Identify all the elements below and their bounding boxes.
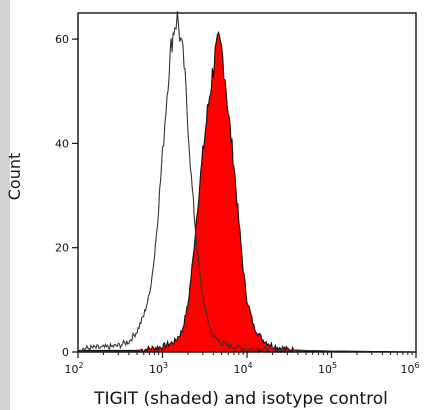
x-tick-label: 105: [318, 361, 337, 376]
isotype-control-histogram: [78, 11, 416, 354]
x-tick-label: 103: [149, 361, 168, 376]
y-tick-label: 20: [55, 242, 69, 255]
y-axis-title: Count: [5, 153, 24, 201]
y-tick-label: 60: [55, 33, 69, 46]
x-tick-label: 102: [64, 361, 83, 376]
x-axis-ticks: 102 103 104 105 106: [64, 352, 420, 376]
x-tick-label: 104: [233, 361, 252, 376]
left-border-strip: [0, 0, 10, 410]
y-tick-label: 40: [55, 137, 69, 150]
x-axis-title: TIGIT (shaded) and isotype control: [93, 389, 388, 409]
x-tick-label: 106: [400, 361, 419, 376]
y-tick-label: 0: [62, 346, 69, 359]
y-axis-ticks: 0 20 40 60: [55, 33, 78, 359]
tigit-shaded-histogram: [77, 30, 416, 354]
series-layer: [77, 11, 416, 354]
